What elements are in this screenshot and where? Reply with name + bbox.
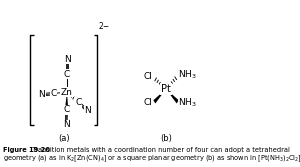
Text: Zn: Zn — [61, 88, 73, 97]
Text: N: N — [84, 106, 91, 115]
Text: Pt: Pt — [161, 84, 171, 94]
Text: C: C — [63, 106, 70, 115]
Text: (b): (b) — [160, 134, 172, 143]
Text: 2−: 2− — [99, 22, 110, 31]
Text: C: C — [50, 89, 56, 98]
Text: N: N — [64, 54, 70, 63]
Text: N: N — [39, 90, 45, 99]
Text: C: C — [64, 69, 70, 78]
Text: geometry (a) as in K$_2$[Zn(CN)$_4$] or a square planar geometry (b) as shown in: geometry (a) as in K$_2$[Zn(CN)$_4$] or … — [3, 153, 300, 163]
Polygon shape — [166, 89, 179, 104]
Polygon shape — [65, 92, 68, 110]
Text: Cl: Cl — [144, 98, 153, 107]
Text: C: C — [75, 98, 81, 107]
Text: NH$_3$: NH$_3$ — [178, 69, 197, 81]
Text: (a): (a) — [58, 134, 70, 143]
Text: Transition metals with a coordination number of four can adopt a tetrahedral: Transition metals with a coordination nu… — [31, 147, 290, 153]
Text: N: N — [63, 120, 70, 129]
Text: NH$_3$: NH$_3$ — [178, 97, 197, 109]
Text: Cl: Cl — [143, 72, 152, 81]
Text: Figure 19.20: Figure 19.20 — [3, 147, 50, 153]
Polygon shape — [153, 89, 166, 104]
